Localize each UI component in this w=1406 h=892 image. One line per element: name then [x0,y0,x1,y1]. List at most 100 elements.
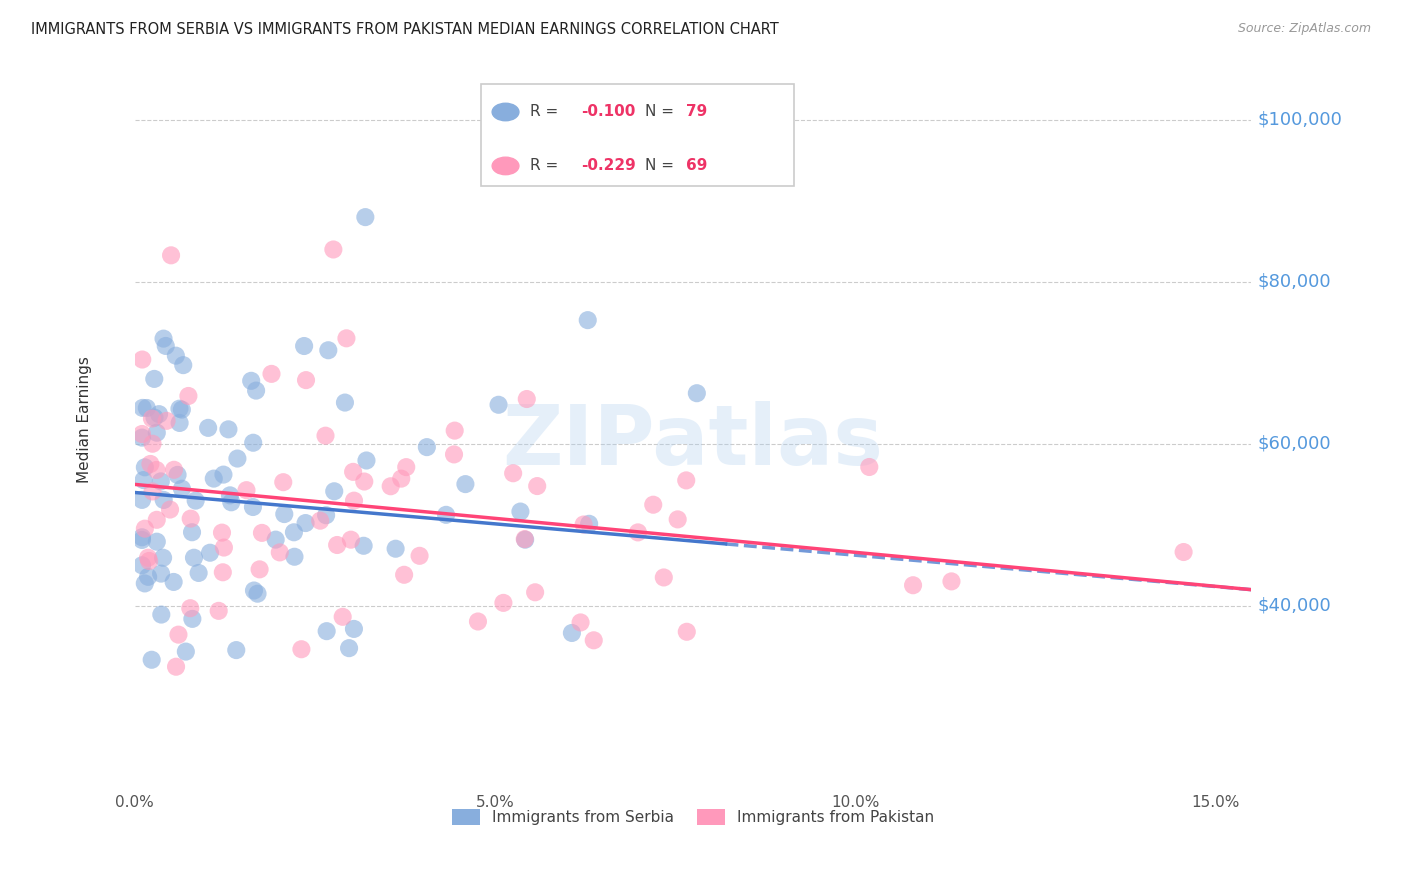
Point [315,508,337,523]
Point [488,398,510,412]
Point [146,425,169,440]
Point [177,389,200,403]
Point [242,500,264,514]
Text: ZIPatlas: ZIPatlas [502,401,883,482]
Point [183,550,205,565]
Point [652,570,675,584]
Point [148,407,170,421]
Point [326,538,349,552]
Point [131,530,153,544]
Point [492,596,515,610]
Point [392,567,415,582]
Point [165,659,187,673]
Text: 79: 79 [686,104,707,120]
Point [170,402,193,417]
Point [211,525,233,540]
Point [513,532,536,546]
Point [576,313,599,327]
Point [353,539,375,553]
Point [184,493,207,508]
Point [516,392,538,406]
Point [134,522,156,536]
Point [335,331,357,345]
Point [245,384,267,398]
Point [169,401,191,416]
Text: -0.100: -0.100 [582,104,636,120]
Point [217,422,239,436]
Point [142,436,165,450]
Point [295,373,318,387]
Text: 69: 69 [686,159,707,173]
Point [246,587,269,601]
Point [858,460,880,475]
Point [163,463,186,477]
Point [686,386,709,401]
Point [264,533,287,547]
Point [561,626,583,640]
Point [150,607,173,622]
Point [180,511,202,525]
Point [434,508,457,522]
Point [208,604,231,618]
Point [150,566,173,581]
Point [143,372,166,386]
Point [315,428,337,442]
Point [152,492,174,507]
Point [166,467,188,482]
Point [152,550,174,565]
Circle shape [492,157,519,175]
Point [149,475,172,489]
Point [526,479,548,493]
Point [131,431,153,445]
Point [582,633,605,648]
Point [136,550,159,565]
Point [901,578,924,592]
Point [249,562,271,576]
Point [136,570,159,584]
Text: IMMIGRANTS FROM SERBIA VS IMMIGRANTS FROM PAKISTAN MEDIAN EARNINGS CORRELATION C: IMMIGRANTS FROM SERBIA VS IMMIGRANTS FRO… [31,22,779,37]
Point [135,401,157,415]
Point [143,410,166,425]
Text: Source: ZipAtlas.com: Source: ZipAtlas.com [1237,22,1371,36]
Point [172,358,194,372]
FancyBboxPatch shape [481,85,793,186]
Point [408,549,430,563]
Point [294,516,316,530]
Point [283,549,305,564]
Point [152,332,174,346]
Point [292,339,315,353]
Point [134,460,156,475]
Point [169,416,191,430]
Point [141,411,163,425]
Point [197,421,219,435]
Point [131,427,153,442]
Point [271,475,294,490]
Circle shape [492,103,519,120]
Point [290,642,312,657]
Point [380,479,402,493]
Point [132,473,155,487]
Point [941,574,963,589]
Point [155,414,177,428]
Point [260,367,283,381]
Point [131,492,153,507]
Point [187,566,209,580]
Point [515,533,537,547]
Point [240,374,263,388]
Point [131,401,153,415]
Point [283,525,305,540]
Point [454,477,477,491]
Point [131,352,153,367]
Point [384,541,406,556]
Point [273,507,295,521]
Point [572,517,595,532]
Point [524,585,547,599]
Point [627,525,650,540]
Point [337,641,360,656]
Point [578,516,600,531]
Text: Median Earnings: Median Earnings [77,356,91,483]
Point [145,513,167,527]
Point [139,457,162,471]
Point [181,525,204,540]
Point [322,243,344,257]
